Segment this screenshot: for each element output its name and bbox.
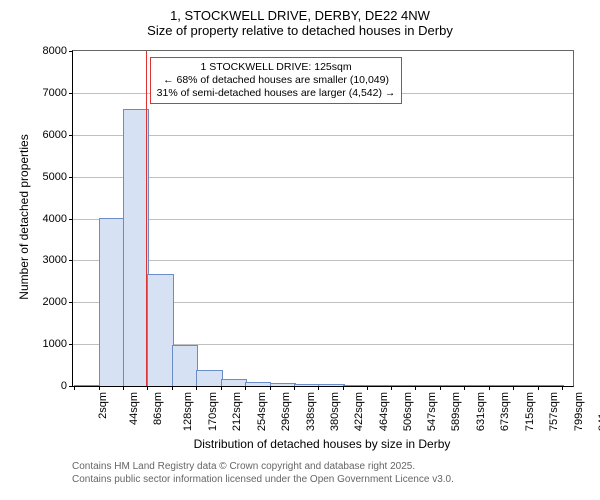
x-tick-label: 589sqm <box>451 392 463 431</box>
histogram-bar <box>294 384 320 386</box>
histogram-bar <box>147 274 173 386</box>
x-tick-label: 2sqm <box>97 392 109 419</box>
property-marker-line <box>146 51 147 386</box>
histogram-bar <box>367 385 393 386</box>
x-tick-label: 44sqm <box>128 392 140 425</box>
histogram-bar <box>172 345 198 386</box>
x-tick-mark <box>74 386 75 390</box>
x-tick-label: 757sqm <box>548 392 560 431</box>
histogram-bar <box>440 385 466 386</box>
histogram-bar <box>489 385 515 386</box>
x-tick-label: 799sqm <box>573 392 585 431</box>
x-tick-mark <box>196 386 197 390</box>
x-tick-label: 86sqm <box>152 392 164 425</box>
property-size-chart: 1, STOCKWELL DRIVE, DERBY, DE22 4NW Size… <box>10 8 590 493</box>
x-tick-label: 464sqm <box>378 392 390 431</box>
histogram-bar <box>245 382 271 386</box>
histogram-bar <box>196 370 222 386</box>
y-tick-mark <box>69 260 73 261</box>
x-tick-mark <box>343 386 344 390</box>
x-tick-mark <box>99 386 100 390</box>
histogram-bar <box>464 385 490 386</box>
y-tick-mark <box>69 302 73 303</box>
x-tick-mark <box>562 386 563 390</box>
x-tick-mark <box>513 386 514 390</box>
x-tick-mark <box>318 386 319 390</box>
histogram-bar <box>318 384 344 386</box>
x-tick-mark <box>440 386 441 390</box>
y-tick-label: 7000 <box>43 87 67 99</box>
y-tick-label: 0 <box>61 380 67 392</box>
histogram-bar <box>538 385 564 386</box>
footer-line2: Contains public sector information licen… <box>72 474 454 487</box>
chart-title-line1: 1, STOCKWELL DRIVE, DERBY, DE22 4NW <box>10 8 590 23</box>
x-tick-mark <box>415 386 416 390</box>
x-tick-label: 338sqm <box>305 392 317 431</box>
y-tick-label: 4000 <box>43 213 67 225</box>
x-tick-mark <box>245 386 246 390</box>
x-tick-mark <box>464 386 465 390</box>
x-tick-mark <box>294 386 295 390</box>
x-tick-label: 506sqm <box>402 392 414 431</box>
chart-title-line2: Size of property relative to detached ho… <box>10 23 590 38</box>
y-axis-label: Number of detached properties <box>17 117 31 317</box>
histogram-bar <box>513 385 539 386</box>
x-tick-mark <box>172 386 173 390</box>
annotation-box: 1 STOCKWELL DRIVE: 125sqm← 68% of detach… <box>150 57 403 104</box>
histogram-bar <box>74 385 100 386</box>
histogram-bar <box>343 385 369 387</box>
x-tick-label: 673sqm <box>499 392 511 431</box>
histogram-bar <box>391 385 417 386</box>
footer-line1: Contains HM Land Registry data © Crown c… <box>72 461 454 474</box>
histogram-bar <box>221 379 247 386</box>
x-tick-mark <box>489 386 490 390</box>
x-tick-label: 296sqm <box>280 392 292 431</box>
y-tick-label: 3000 <box>43 254 67 266</box>
x-tick-label: 128sqm <box>183 392 195 431</box>
y-tick-label: 8000 <box>43 45 67 57</box>
histogram-bar <box>270 383 296 386</box>
x-tick-label: 254sqm <box>256 392 268 431</box>
x-axis-label: Distribution of detached houses by size … <box>72 437 572 451</box>
x-tick-mark <box>538 386 539 390</box>
y-tick-mark <box>69 135 73 136</box>
y-tick-mark <box>69 219 73 220</box>
x-tick-mark <box>367 386 368 390</box>
annotation-line: 1 STOCKWELL DRIVE: 125sqm <box>157 61 396 74</box>
x-tick-mark <box>123 386 124 390</box>
y-tick-mark <box>69 51 73 52</box>
y-tick-label: 1000 <box>43 338 67 350</box>
x-tick-label: 631sqm <box>475 392 487 431</box>
y-tick-mark <box>69 386 73 387</box>
y-tick-mark <box>69 177 73 178</box>
x-tick-label: 170sqm <box>207 392 219 431</box>
x-tick-label: 422sqm <box>353 392 365 431</box>
chart-footer: Contains HM Land Registry data © Crown c… <box>72 461 454 486</box>
y-tick-label: 2000 <box>43 296 67 308</box>
x-tick-mark <box>147 386 148 390</box>
x-tick-label: 380sqm <box>329 392 341 431</box>
x-tick-mark <box>391 386 392 390</box>
plot-area: 0100020003000400050006000700080002sqm44s… <box>72 50 574 387</box>
y-tick-mark <box>69 93 73 94</box>
x-tick-mark <box>270 386 271 390</box>
annotation-line: ← 68% of detached houses are smaller (10… <box>157 74 396 87</box>
histogram-bar <box>99 218 125 387</box>
x-tick-label: 212sqm <box>231 392 243 431</box>
y-tick-mark <box>69 344 73 345</box>
histogram-bar <box>415 385 441 386</box>
x-tick-label: 715sqm <box>524 392 536 431</box>
y-tick-label: 5000 <box>43 171 67 183</box>
x-tick-label: 547sqm <box>426 392 438 431</box>
x-tick-mark <box>221 386 222 390</box>
y-tick-label: 6000 <box>43 129 67 141</box>
annotation-line: 31% of semi-detached houses are larger (… <box>157 87 396 100</box>
